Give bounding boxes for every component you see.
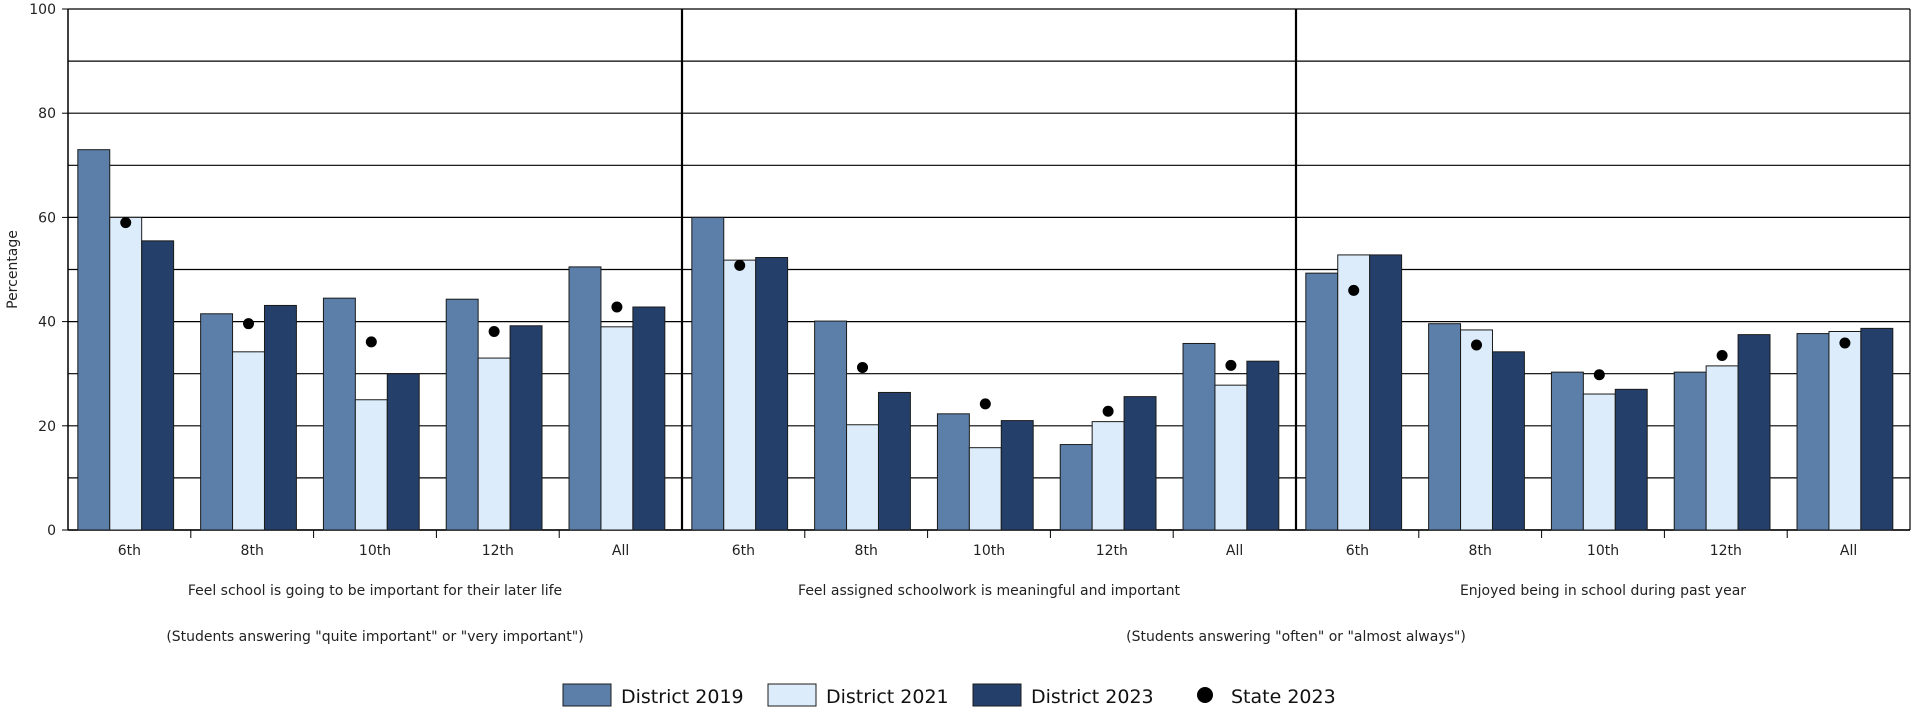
- legend-dot: [1197, 687, 1213, 703]
- bar-district-2019: [77, 149, 111, 531]
- bar-district-2019: [200, 313, 234, 531]
- y-tick-label: 80: [38, 106, 56, 122]
- bar-district-2021: [723, 259, 757, 531]
- x-tick-label: 6th: [118, 543, 141, 559]
- bar-district-2021: [846, 424, 879, 531]
- bar-district-2021: [354, 399, 388, 531]
- group-title: Feel school is going to be important for…: [188, 583, 562, 599]
- bar-district-2019: [936, 413, 970, 531]
- state-2023-point: [365, 336, 377, 348]
- legend-swatch: [562, 683, 612, 707]
- bar-district-2019: [1305, 272, 1339, 531]
- bar-district-2021: [1460, 329, 1493, 531]
- bar-district-2019: [568, 266, 602, 531]
- bar-district-2021: [1705, 365, 1739, 531]
- group-title: Feel assigned schoolwork is meaningful a…: [798, 583, 1180, 599]
- x-tick-label: All: [1840, 543, 1857, 559]
- x-tick-label: 6th: [732, 543, 755, 559]
- bar-district-2019: [691, 216, 725, 531]
- bar-district-2023: [877, 391, 911, 531]
- state-2023-point: [1348, 284, 1360, 296]
- y-axis-title: Percentage: [5, 230, 21, 309]
- state-2023-point: [1839, 337, 1851, 349]
- state-2023-point: [611, 301, 623, 313]
- bar-district-2021: [1582, 393, 1616, 531]
- bar-district-2023: [632, 306, 666, 531]
- bar-district-2023: [1246, 360, 1280, 531]
- y-tick-label: 100: [29, 2, 56, 18]
- bar-district-2023: [1369, 254, 1403, 531]
- bar-district-2021: [1828, 330, 1862, 531]
- x-tick-label: 8th: [1469, 543, 1492, 559]
- state-2023-point: [857, 361, 869, 373]
- bar-district-2023: [509, 325, 543, 531]
- state-2023-point: [1716, 349, 1728, 361]
- x-tick-label: 10th: [359, 543, 391, 559]
- bar-district-2019: [445, 298, 479, 531]
- bar-district-2023: [386, 373, 420, 531]
- bar-district-2021: [477, 357, 511, 531]
- bar-district-2021: [1214, 384, 1248, 531]
- bar-district-2023: [1000, 420, 1034, 531]
- group-title: Enjoyed being in school during past year: [1460, 583, 1746, 599]
- bar-district-2023: [1491, 351, 1525, 531]
- bar-district-2019: [814, 320, 848, 531]
- y-tick-label: 20: [38, 419, 56, 435]
- y-tick-label: 0: [47, 523, 56, 539]
- y-tick-label: 40: [38, 315, 56, 331]
- x-tick-label: 8th: [241, 543, 264, 559]
- bar-district-2019: [1428, 323, 1462, 531]
- bar-district-2019: [1059, 444, 1093, 531]
- bar-district-2023: [1860, 327, 1894, 531]
- state-2023-point: [120, 217, 132, 229]
- bar-district-2023: [755, 257, 789, 531]
- bar-district-2023: [141, 240, 175, 531]
- legend-label: District 2023: [1031, 686, 1154, 708]
- state-2023-point: [1102, 405, 1114, 417]
- bar-district-2019: [1673, 371, 1707, 531]
- bar-district-2021: [600, 326, 634, 531]
- bar-district-2021: [1337, 254, 1371, 531]
- x-tick-label: 8th: [855, 543, 878, 559]
- state-2023-point: [1225, 359, 1237, 371]
- x-tick-label: 6th: [1346, 543, 1369, 559]
- bar-district-2019: [1550, 371, 1584, 531]
- x-tick-label: 10th: [973, 543, 1005, 559]
- legend-label: State 2023: [1231, 686, 1336, 708]
- x-tick-label: All: [612, 543, 629, 559]
- state-2023-point: [734, 259, 746, 271]
- legend-swatch: [972, 683, 1022, 707]
- state-2023-point: [243, 318, 255, 330]
- group-subtitle: (Students answering "quite important" or…: [166, 629, 583, 645]
- x-tick-label: 12th: [1096, 543, 1128, 559]
- state-2023-point: [979, 398, 991, 410]
- legend-swatch: [767, 683, 817, 707]
- bar-district-2021: [1091, 421, 1125, 531]
- bar-district-2023: [263, 304, 297, 531]
- legend-label: District 2019: [621, 686, 744, 708]
- bar-district-2019: [1796, 333, 1830, 531]
- x-tick-label: All: [1226, 543, 1243, 559]
- bar-district-2019: [322, 297, 356, 531]
- bar-district-2023: [1614, 388, 1648, 531]
- x-tick-label: 10th: [1587, 543, 1619, 559]
- group-subtitle: (Students answering "often" or "almost a…: [1126, 629, 1466, 645]
- bar-district-2023: [1123, 396, 1157, 531]
- state-2023-point: [1471, 339, 1483, 351]
- y-tick-label: 60: [38, 210, 56, 226]
- bar-district-2021: [232, 351, 265, 531]
- bar-district-2021: [968, 447, 1002, 531]
- bar-district-2021: [109, 216, 143, 531]
- x-tick-label: 12th: [1710, 543, 1742, 559]
- legend-label: District 2021: [826, 686, 949, 708]
- state-2023-point: [488, 325, 500, 337]
- bar-district-2023: [1737, 334, 1771, 531]
- x-tick-label: 12th: [482, 543, 514, 559]
- state-2023-point: [1593, 369, 1605, 381]
- bar-district-2019: [1182, 342, 1216, 531]
